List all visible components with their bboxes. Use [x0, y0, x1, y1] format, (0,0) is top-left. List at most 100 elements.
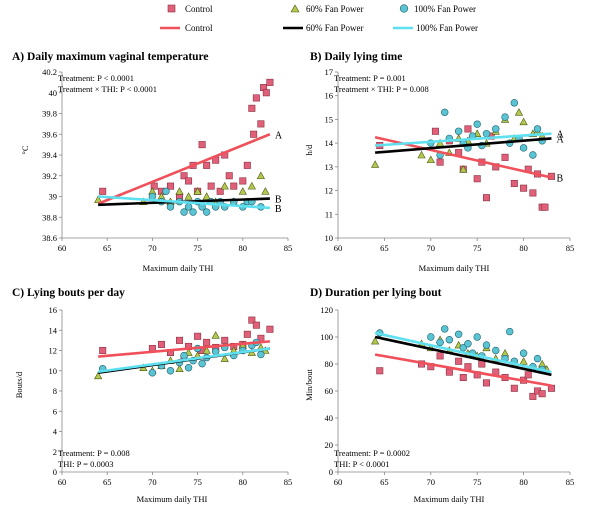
data-point-control	[482, 194, 490, 202]
x-tick-label: 85	[566, 243, 575, 253]
panel-title: D) Duration per lying bout	[310, 287, 442, 299]
y-tick-label: 40	[49, 88, 58, 98]
significance-letter: A	[556, 134, 564, 145]
data-point-60-fan	[256, 171, 265, 180]
y-axis-label: Min/bout	[304, 369, 314, 401]
y-tick-label: 4	[53, 427, 58, 437]
data-point-60-fan	[211, 331, 220, 339]
y-tick-label: 14	[49, 325, 58, 335]
y-axis-label: Bouts/d	[14, 371, 24, 398]
x-tick-label: 60	[58, 477, 67, 487]
data-point-control	[529, 392, 537, 400]
data-point-100-fan	[505, 327, 514, 336]
x-axis-label: Maximum daily THI	[137, 494, 208, 504]
legend-item-control-marker: Control	[167, 4, 213, 14]
fit-line-control	[98, 340, 271, 358]
data-point-control	[185, 177, 193, 185]
data-point-control	[524, 371, 532, 379]
data-point-60-fan	[202, 192, 211, 200]
data-point-control	[376, 367, 384, 375]
data-point-control	[180, 172, 188, 180]
y-tick-label: 39.8	[42, 109, 57, 119]
data-point-100-fan	[533, 354, 542, 363]
data-point-100-fan	[510, 99, 519, 107]
y-tick-label: 39.4	[42, 150, 58, 160]
stat-annotation: THI: P = 0.0003	[58, 459, 113, 469]
y-tick-label: 15	[325, 114, 334, 124]
data-point-control	[482, 379, 490, 387]
y-tick-label: 12	[49, 346, 58, 356]
y-tick-label: 100	[320, 332, 333, 342]
data-point-100-fan	[473, 120, 481, 128]
legend-label-100fan-line: 100% Fan Power	[416, 23, 478, 33]
data-point-100-fan	[529, 151, 537, 159]
y-tick-label: 60	[325, 386, 334, 396]
legend-label-100fan-marker: 100% Fan Power	[414, 4, 476, 14]
data-point-100-fan	[501, 113, 509, 121]
y-tick-label: 10	[325, 233, 334, 243]
data-point-100-fan	[464, 340, 472, 348]
data-point-100-fan	[473, 333, 481, 341]
data-point-control	[248, 104, 256, 112]
data-point-60-fan	[238, 187, 247, 195]
y-tick-label: 38.6	[42, 233, 57, 243]
data-point-60-fan	[193, 187, 202, 195]
data-point-control	[157, 340, 165, 348]
data-point-60-fan	[220, 354, 229, 362]
data-point-60-fan	[519, 357, 528, 365]
significance-letter: B	[556, 174, 563, 185]
y-tick-label: 8	[53, 386, 57, 396]
data-point-control	[510, 384, 518, 392]
data-point-60-fan	[459, 165, 468, 173]
x-tick-label: 80	[519, 477, 528, 487]
data-point-control	[166, 182, 174, 190]
data-point-control	[230, 182, 238, 190]
significance-letter: A	[556, 130, 564, 141]
data-point-control	[198, 141, 206, 149]
y-tick-label: 16	[49, 305, 58, 315]
data-point-100-fan	[445, 336, 454, 344]
data-point-100-fan	[211, 347, 220, 356]
legend-label-60fan-line: 60% Fan Power	[306, 23, 364, 33]
y-tick-label: 12	[325, 186, 334, 196]
data-point-60-fan	[220, 181, 229, 190]
data-point-control	[99, 187, 107, 195]
data-point-control	[216, 187, 224, 195]
data-point-control	[252, 321, 260, 329]
y-axis-label: h/d	[304, 144, 314, 156]
data-point-100-fan	[441, 108, 449, 117]
data-point-100-fan	[482, 341, 491, 349]
y-tick-label: 39.2	[42, 171, 57, 181]
y-tick-label: 6	[53, 406, 57, 416]
x-tick-label: 65	[103, 243, 112, 253]
stat-annotation: Treatment: P = 0.001	[334, 73, 406, 83]
x-tick-label: 70	[427, 243, 436, 253]
data-point-100-fan	[441, 325, 449, 333]
legend-item-60fan-marker: 60% Fan Power	[290, 4, 364, 14]
y-tick-label: 39.6	[42, 129, 57, 139]
data-point-100-fan	[519, 144, 528, 152]
legend-item-control-line: Control	[160, 23, 213, 33]
x-tick-label: 65	[380, 243, 389, 253]
panel-d-bout-duration: D) Duration per lying bout 60 65 70 75 80 85 0 2…	[304, 287, 574, 504]
y-tick-label: 10	[49, 366, 58, 376]
data-point-control	[541, 203, 549, 211]
y-tick-label: 0	[53, 467, 57, 477]
y-tick-label: 40	[325, 413, 334, 423]
data-point-control	[266, 78, 274, 86]
data-point-control	[455, 357, 463, 365]
data-point-control	[203, 338, 211, 346]
data-point-100-fan	[492, 125, 500, 133]
data-point-control	[207, 182, 215, 190]
data-point-control	[252, 94, 260, 102]
x-tick-label: 80	[239, 243, 248, 253]
x-tick-label: 75	[193, 243, 202, 253]
x-axis-label: Maximum daily THI	[414, 494, 485, 504]
data-point-60-fan	[261, 187, 270, 195]
y-tick-label: 38.8	[42, 212, 57, 222]
x-tick-label: 85	[566, 477, 575, 487]
data-point-control	[243, 330, 251, 338]
y-tick-label: 11	[325, 209, 333, 219]
data-point-control	[473, 175, 481, 183]
data-point-60-fan	[417, 150, 426, 159]
